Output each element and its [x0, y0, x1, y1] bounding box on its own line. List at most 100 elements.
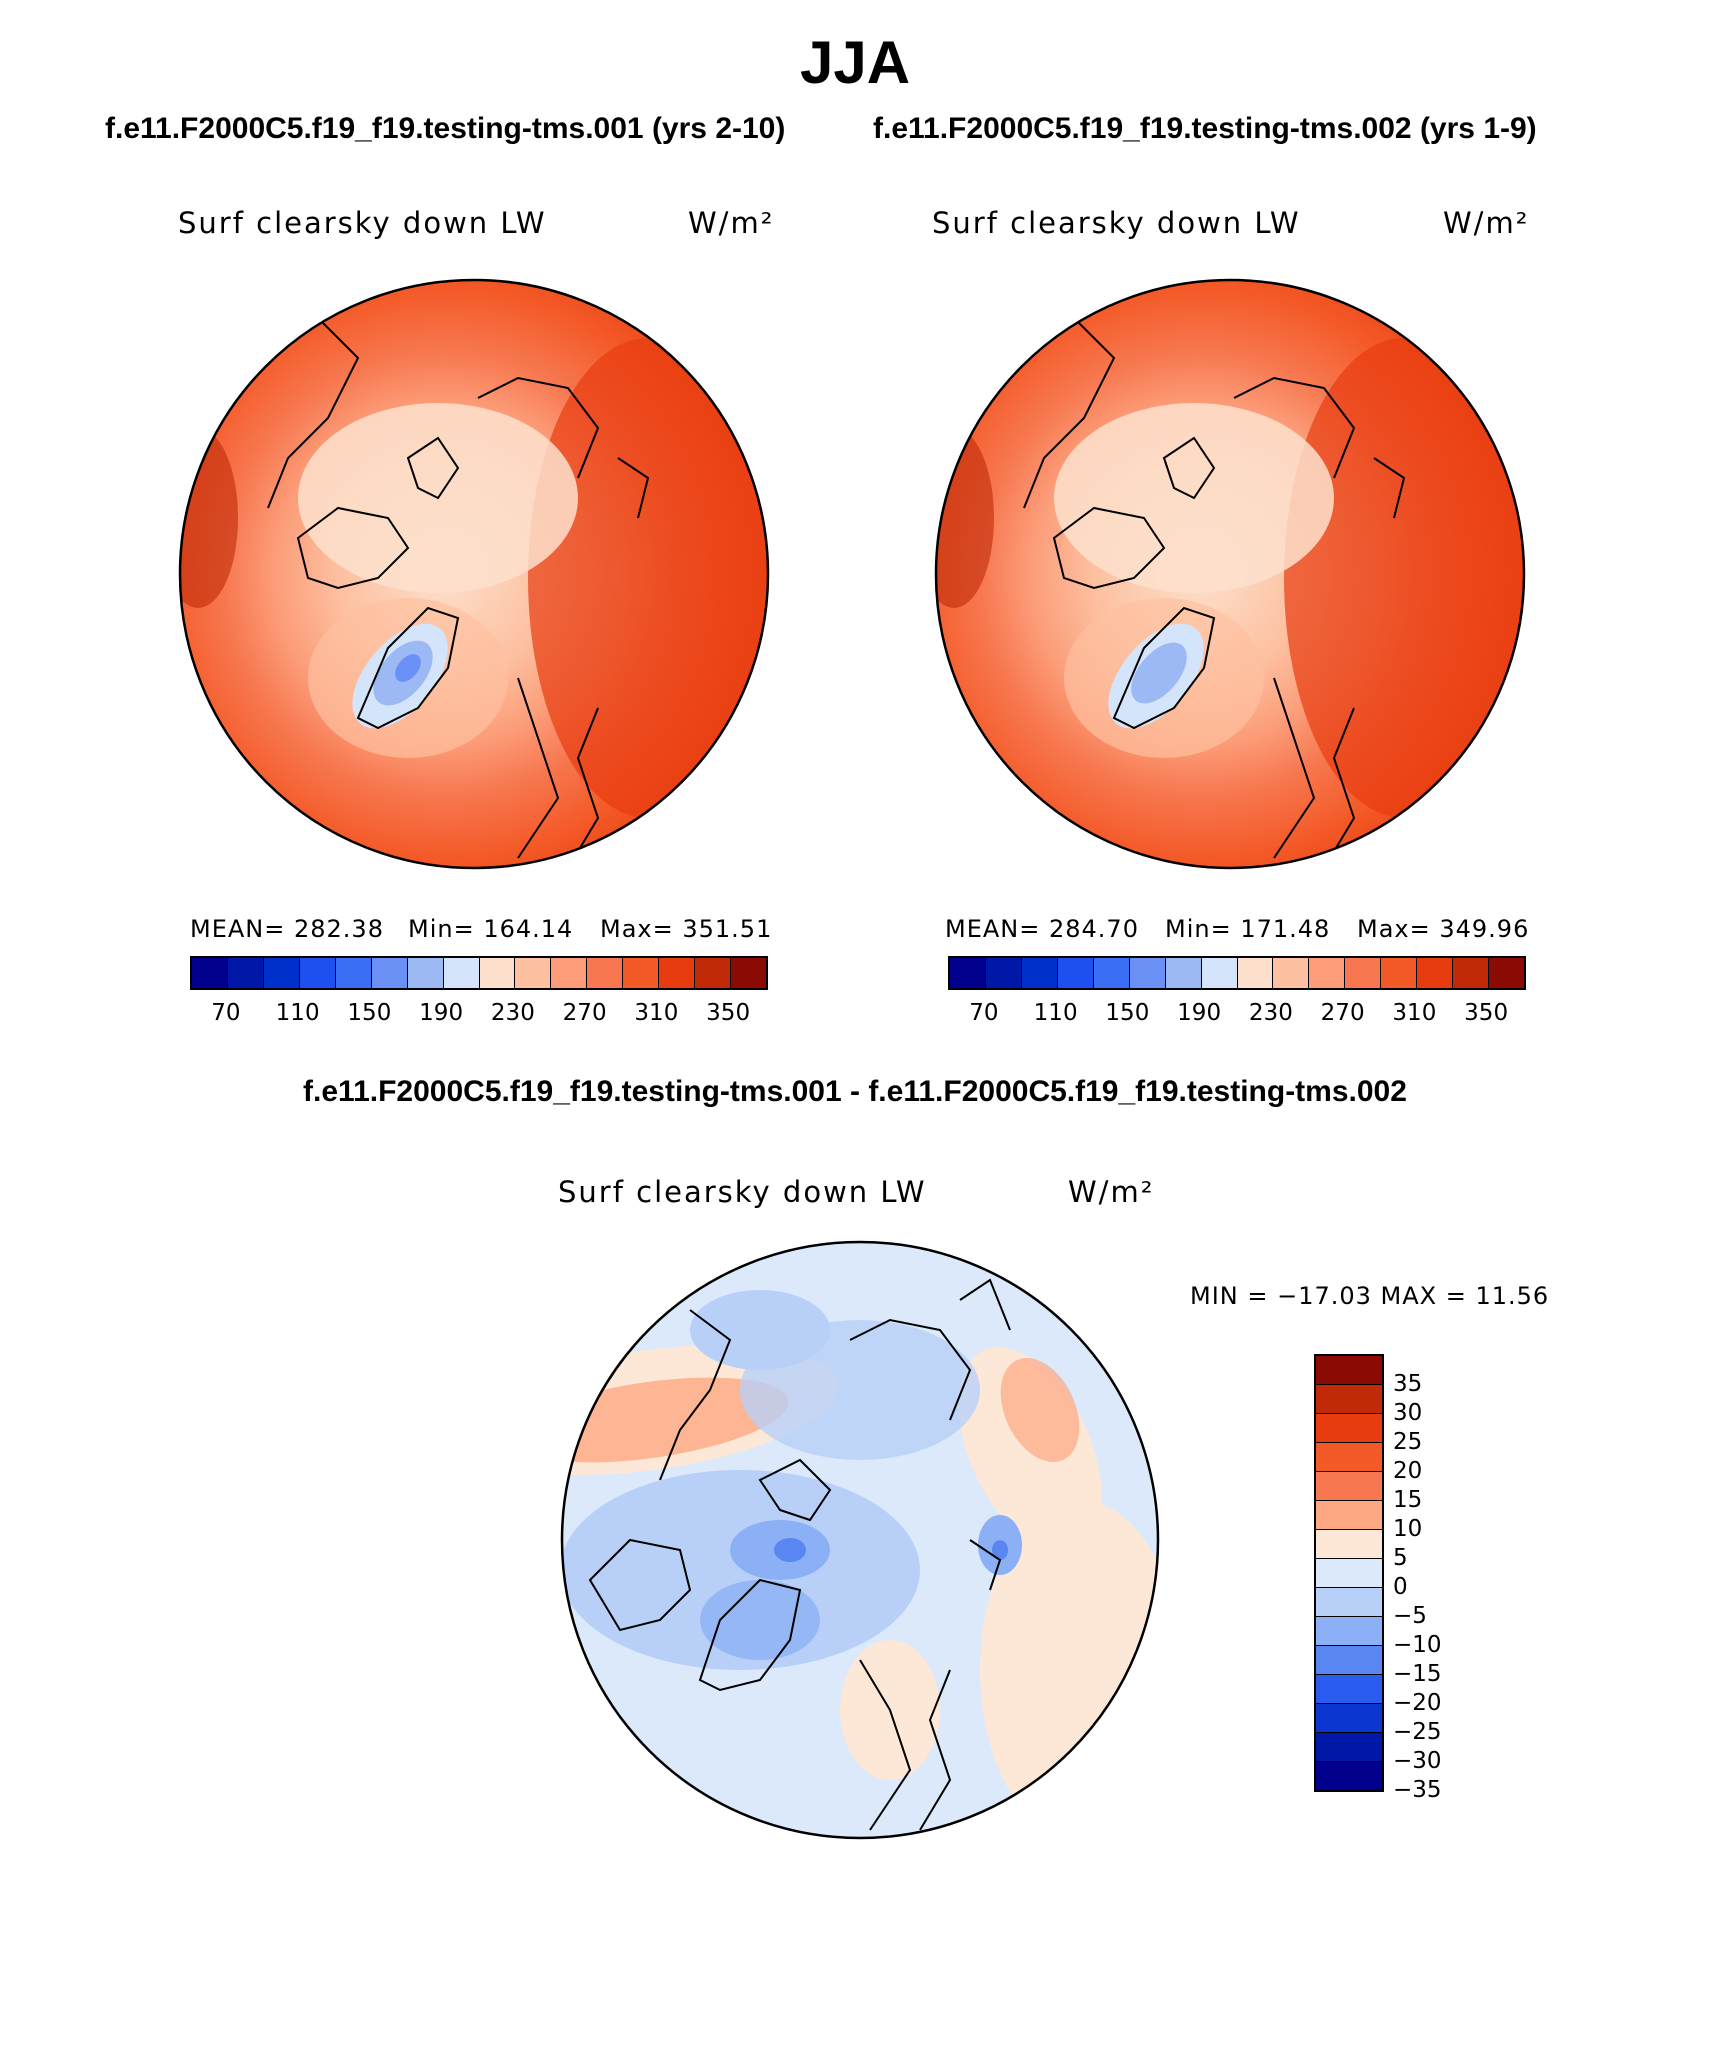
- colorbar-swatch: [1316, 1704, 1382, 1733]
- colorbar-swatch: [407, 958, 444, 988]
- colorbar-difference: [1314, 1354, 1384, 1792]
- colorbar-swatch: [1417, 958, 1454, 988]
- colorbar-swatch: [1453, 958, 1490, 988]
- panel2-min: Min= 171.48: [1165, 915, 1331, 943]
- colorbar-swatch: [623, 958, 660, 988]
- panel1-units-label: W/m²: [688, 206, 775, 240]
- colorbar-swatch: [1316, 1559, 1382, 1588]
- colorbar-swatch: [1316, 1530, 1382, 1559]
- colorbar-swatch: [1093, 958, 1130, 988]
- colorbar-tick-label: −35: [1393, 1777, 1442, 1803]
- colorbar-swatch: [227, 958, 264, 988]
- colorbar-tick-label: 110: [275, 1000, 320, 1026]
- colorbar-tick-label: −5: [1393, 1603, 1427, 1629]
- colorbar-swatch: [985, 958, 1022, 988]
- colorbar-swatch: [659, 958, 696, 988]
- colorbar-swatch: [1316, 1501, 1382, 1530]
- colorbar-swatch: [1316, 1675, 1382, 1704]
- colorbar-tick-label: 230: [490, 1000, 535, 1026]
- diff-units-label: W/m²: [1068, 1175, 1155, 1209]
- colorbar-swatch: [1489, 958, 1524, 988]
- diff-variable-label: Surf clearsky down LW: [558, 1175, 927, 1209]
- colorbar-swatch: [1345, 958, 1382, 988]
- figure-title: JJA: [799, 29, 911, 96]
- colorbar-swatch: [335, 958, 372, 988]
- colorbar-tick-label: 310: [634, 1000, 679, 1026]
- colorbar-tick-label: 350: [1464, 1000, 1509, 1026]
- map-panel-difference: [560, 1240, 1160, 1840]
- colorbar-tick-label: 25: [1393, 1429, 1423, 1455]
- colorbar-swatch: [551, 958, 588, 988]
- diff-minmax: MIN = −17.03 MAX = 11.56: [1190, 1282, 1550, 1310]
- panel2-mean: MEAN= 284.70: [945, 915, 1139, 943]
- colorbar-swatch: [1201, 958, 1238, 988]
- colorbar-swatch: [1316, 1414, 1382, 1443]
- colorbar-panel-1: [190, 956, 768, 990]
- colorbar-swatch: [1316, 1588, 1382, 1617]
- colorbar-swatch: [1237, 958, 1274, 988]
- colorbar-swatch: [1057, 958, 1094, 988]
- colorbar-swatch: [1316, 1443, 1382, 1472]
- colorbar-tick-label: 190: [419, 1000, 464, 1026]
- colorbar-swatch: [587, 958, 624, 988]
- colorbar-swatch: [1316, 1617, 1382, 1646]
- colorbar-tick-label: −15: [1393, 1661, 1442, 1687]
- colorbar-tick-label: −10: [1393, 1632, 1442, 1658]
- colorbar-swatch: [731, 958, 766, 988]
- colorbar-tick-label: 310: [1392, 1000, 1437, 1026]
- colorbar-swatch: [1316, 1385, 1382, 1414]
- colorbar-swatch: [1129, 958, 1166, 988]
- colorbar-panel-2: [948, 956, 1526, 990]
- colorbar-tick-label: 15: [1393, 1487, 1423, 1513]
- map-panel-2: [934, 278, 1526, 870]
- colorbar-tick-label: 30: [1393, 1400, 1423, 1426]
- panel2-variable-label: Surf clearsky down LW: [932, 206, 1301, 240]
- colorbar-swatch: [1309, 958, 1346, 988]
- case2-title: f.e11.F2000C5.f19_f19.testing-tms.002 (y…: [873, 112, 1537, 145]
- colorbar-tick-label: −30: [1393, 1748, 1442, 1774]
- colorbar-swatch: [1316, 1356, 1382, 1385]
- colorbar-swatch: [1316, 1646, 1382, 1675]
- colorbar-swatch: [515, 958, 552, 988]
- colorbar-tick-label: 20: [1393, 1458, 1423, 1484]
- panel2-max: Max= 349.96: [1357, 915, 1530, 943]
- panel2-units-label: W/m²: [1443, 206, 1530, 240]
- colorbar-swatch: [1273, 958, 1310, 988]
- colorbar-swatch: [1316, 1762, 1382, 1790]
- colorbar-swatch: [479, 958, 516, 988]
- colorbar-tick-label: 270: [1320, 1000, 1365, 1026]
- colorbar-swatch: [1165, 958, 1202, 988]
- colorbar-tick-label: 70: [969, 1000, 999, 1026]
- colorbar-swatch: [695, 958, 732, 988]
- panel1-mean: MEAN= 282.38: [190, 915, 384, 943]
- panel1-max: Max= 351.51: [600, 915, 773, 943]
- panel1-min: Min= 164.14: [408, 915, 574, 943]
- colorbar-tick-label: 70: [211, 1000, 241, 1026]
- colorbar-tick-label: 190: [1177, 1000, 1222, 1026]
- colorbar-swatch: [1316, 1733, 1382, 1762]
- colorbar-tick-label: 270: [562, 1000, 607, 1026]
- colorbar-tick-label: 5: [1393, 1545, 1408, 1571]
- colorbar-swatch: [263, 958, 300, 988]
- colorbar-swatch: [1021, 958, 1058, 988]
- map-panel-1: [178, 278, 770, 870]
- colorbar-tick-label: 150: [1105, 1000, 1150, 1026]
- colorbar-tick-label: 10: [1393, 1516, 1423, 1542]
- colorbar-tick-label: 350: [706, 1000, 751, 1026]
- colorbar-tick-label: 0: [1393, 1574, 1408, 1600]
- colorbar-tick-label: −25: [1393, 1719, 1442, 1745]
- colorbar-tick-label: 150: [347, 1000, 392, 1026]
- colorbar-tick-label: 110: [1033, 1000, 1078, 1026]
- colorbar-swatch: [950, 958, 986, 988]
- colorbar-swatch: [192, 958, 228, 988]
- difference-title: f.e11.F2000C5.f19_f19.testing-tms.001 - …: [303, 1075, 1407, 1108]
- colorbar-swatch: [443, 958, 480, 988]
- panel1-variable-label: Surf clearsky down LW: [178, 206, 547, 240]
- colorbar-swatch: [1316, 1472, 1382, 1501]
- colorbar-tick-label: −20: [1393, 1690, 1442, 1716]
- colorbar-tick-label: 230: [1248, 1000, 1293, 1026]
- case1-title: f.e11.F2000C5.f19_f19.testing-tms.001 (y…: [105, 112, 786, 145]
- colorbar-tick-label: 35: [1393, 1371, 1423, 1397]
- colorbar-swatch: [371, 958, 408, 988]
- colorbar-swatch: [299, 958, 336, 988]
